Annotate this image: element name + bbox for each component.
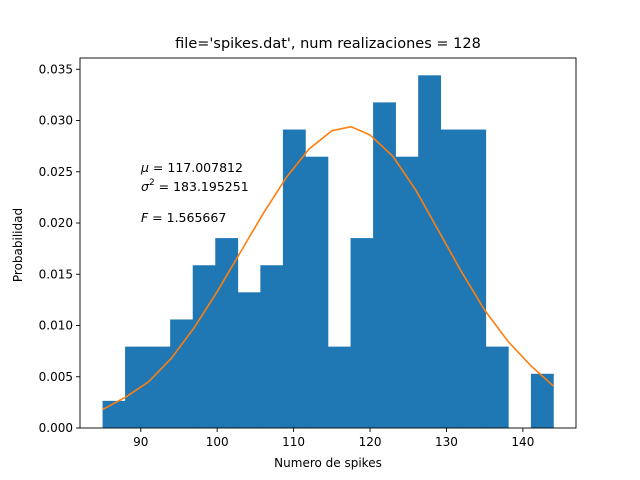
x-tick-label: 120 [359, 435, 382, 449]
histogram-bar [440, 129, 464, 429]
fit-curve [102, 125, 554, 411]
histogram-bar [125, 346, 148, 428]
annotation-variance: σ2 = 183.195251 [141, 178, 249, 194]
histogram-bar [147, 346, 171, 428]
histogram-bars [102, 75, 554, 429]
histogram-bar [170, 319, 194, 428]
x-axis-ticks: 90 100 110 120 130 140 [133, 428, 534, 449]
histogram-bar [260, 265, 284, 428]
y-tick-label: 0.025 [39, 165, 73, 179]
histogram-bar [485, 346, 509, 428]
y-tick-label: 0.020 [39, 216, 73, 230]
y-tick-label: 0.030 [39, 114, 73, 128]
y-axis-label: Probabilidad [11, 208, 25, 282]
histogram-bar [215, 238, 239, 428]
y-tick-label: 0.015 [39, 267, 73, 281]
histogram-bar [192, 265, 216, 428]
histogram-bar [237, 292, 261, 428]
x-tick-label: 140 [511, 435, 534, 449]
chart-title: file='spikes.dat', num realizaciones = 1… [175, 36, 481, 52]
histogram-bar [305, 156, 329, 428]
annotation-f: F = 1.565667 [141, 210, 226, 225]
histogram-bar [373, 102, 396, 428]
x-tick-label: 110 [282, 435, 305, 449]
histogram-bar [328, 346, 351, 428]
plot-frame [79, 57, 577, 429]
histogram-bar [350, 238, 374, 428]
histogram-bar [530, 373, 554, 428]
histogram-bar [282, 129, 306, 429]
histogram-bar [395, 156, 419, 428]
annotation-mean: μ = 117.007812 [140, 160, 243, 175]
x-tick-label: 100 [206, 435, 229, 449]
histogram-bar [102, 400, 126, 428]
x-axis-label: Numero de spikes [274, 456, 382, 470]
y-axis-ticks: 0.000 0.005 0.010 0.015 0.020 0.025 0.030 0.035 [39, 62, 80, 435]
y-tick-label: 0.005 [39, 370, 73, 384]
histogram-bar [418, 75, 442, 428]
y-tick-label: 0.000 [39, 421, 73, 435]
y-tick-label: 0.010 [39, 319, 73, 333]
x-tick-label: 130 [435, 435, 458, 449]
x-tick-label: 90 [133, 435, 148, 449]
y-tick-label: 0.035 [39, 62, 73, 76]
histogram-bar [463, 129, 487, 429]
